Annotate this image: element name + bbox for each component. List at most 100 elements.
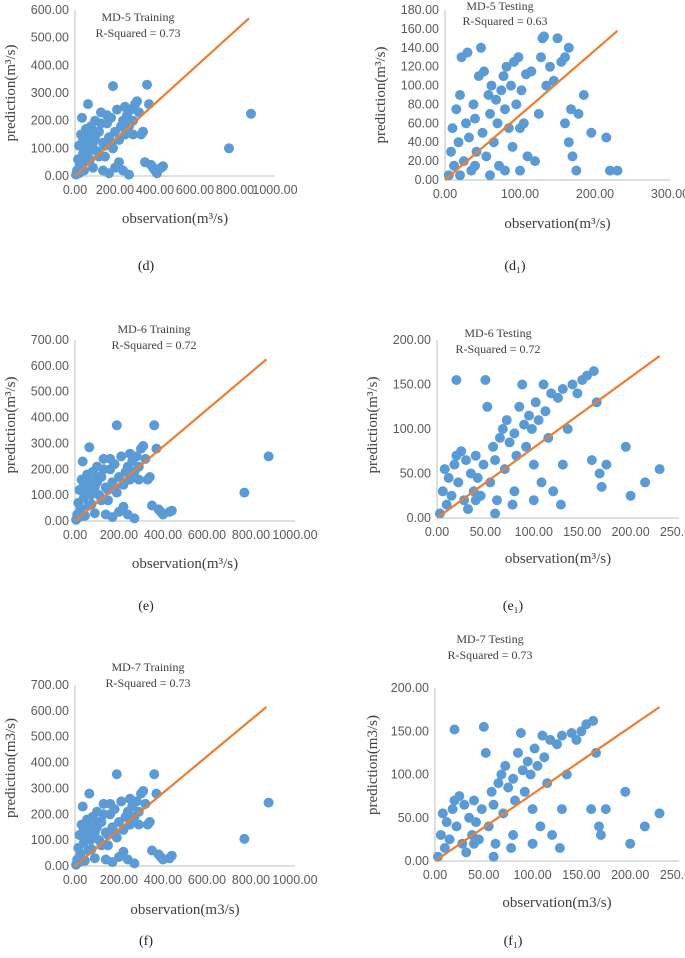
x-tick-label: 400.00 xyxy=(144,528,182,542)
x-tick-label: 1000.00 xyxy=(272,873,317,887)
chart-title: MD-7 Training xyxy=(111,660,184,674)
data-point xyxy=(239,833,250,844)
data-point xyxy=(118,846,129,857)
data-point xyxy=(526,66,537,77)
y-axis-label: prediction(m³/s) xyxy=(373,47,389,144)
data-point xyxy=(483,90,494,100)
data-point xyxy=(446,146,456,157)
data-point xyxy=(527,804,538,815)
data-point xyxy=(89,853,100,864)
data-point xyxy=(480,747,491,758)
data-point xyxy=(488,851,499,862)
data-point xyxy=(571,165,582,176)
data-point xyxy=(451,821,462,832)
x-axis-label: observation(m³/s) xyxy=(122,211,228,227)
chart-panel-e1: 0.00 50.00 100.00 150.00 200.00 0.00 50.00 100.… xyxy=(365,326,685,614)
y-tick-label: 200.00 xyxy=(391,681,429,695)
data-point xyxy=(129,513,140,524)
data-point xyxy=(517,765,528,776)
data-point xyxy=(485,170,495,181)
data-point xyxy=(453,477,464,488)
data-point xyxy=(158,161,168,172)
chart-title: MD-7 Testing xyxy=(456,632,523,646)
y-tick-label: 400.00 xyxy=(31,411,69,425)
data-point xyxy=(529,743,540,754)
fit-line xyxy=(74,706,268,867)
chart-subtitle: R-Squared = 0.73 xyxy=(105,676,190,690)
x-tick-label: 0.00 xyxy=(63,873,87,887)
data-point xyxy=(453,137,464,148)
data-point xyxy=(439,464,450,475)
x-tick-label: 100.00 xyxy=(501,187,539,201)
data-point xyxy=(461,455,471,466)
x-tick-label: 200.00 xyxy=(96,183,134,197)
panel-caption: (e₁) xyxy=(503,599,524,614)
data-point xyxy=(503,782,514,793)
data-point xyxy=(447,123,458,134)
y-axis-label: prediction(m³/s) xyxy=(3,45,19,142)
data-point xyxy=(166,850,177,861)
x-tick-label: 300.00 xyxy=(651,187,685,201)
data-point xyxy=(596,481,607,492)
chart-panel-d1: 0.00 20.00 40.00 60.00 80.00 100.00 120.00 140.… xyxy=(373,0,685,274)
data-point xyxy=(488,441,499,452)
x-tick-label: 250.00 xyxy=(660,525,685,539)
data-point xyxy=(563,42,574,53)
data-point xyxy=(566,104,576,115)
data-point xyxy=(90,132,100,143)
x-tick-label: 1000.00 xyxy=(252,183,297,197)
data-point xyxy=(640,477,651,488)
data-point xyxy=(588,715,599,726)
data-point xyxy=(463,504,473,515)
data-point xyxy=(485,108,495,119)
data-point xyxy=(470,495,481,506)
data-point xyxy=(535,821,546,832)
data-point xyxy=(140,453,151,464)
data-point xyxy=(533,415,544,426)
data-point xyxy=(497,424,508,434)
y-tick-label: 600.00 xyxy=(31,704,69,718)
data-point xyxy=(500,104,510,115)
data-point xyxy=(625,490,636,501)
y-tick-label: 700.00 xyxy=(31,678,69,692)
data-point xyxy=(545,61,555,72)
data-point xyxy=(432,851,443,862)
y-tick-label: 200.00 xyxy=(393,333,431,347)
data-point xyxy=(451,375,462,385)
x-tick-label: 800.00 xyxy=(232,528,270,542)
panel-caption: (f₁) xyxy=(504,934,523,949)
data-point xyxy=(77,456,88,467)
data-point xyxy=(83,99,93,110)
data-point xyxy=(501,415,512,426)
data-point xyxy=(472,472,483,483)
y-axis-label: prediction(m³/s) xyxy=(3,377,19,474)
data-point xyxy=(654,464,665,475)
y-tick-label: 200.00 xyxy=(31,462,69,476)
data-point xyxy=(491,94,501,105)
x-tick-label: 200.00 xyxy=(611,525,649,539)
data-point xyxy=(493,778,504,789)
data-point xyxy=(239,487,250,498)
data-point xyxy=(513,52,524,63)
data-point xyxy=(600,804,611,815)
data-point xyxy=(595,830,606,840)
data-point xyxy=(552,33,563,44)
data-point xyxy=(620,786,631,797)
data-point xyxy=(504,437,515,448)
y-tick-label: 100.00 xyxy=(31,833,69,847)
data-point xyxy=(462,47,473,58)
data-point xyxy=(461,118,471,129)
data-point xyxy=(125,448,135,459)
data-point xyxy=(554,843,565,853)
data-point xyxy=(482,401,493,412)
data-point xyxy=(516,85,527,96)
data-point xyxy=(166,505,177,516)
data-point xyxy=(508,830,519,840)
x-tick-label: 200.00 xyxy=(611,868,649,882)
chart-subtitle: R-Squared = 0.72 xyxy=(111,338,196,352)
y-tick-label: 0.00 xyxy=(415,173,439,187)
panel-caption: (e) xyxy=(138,599,154,614)
data-point xyxy=(601,132,612,143)
data-point xyxy=(476,804,487,815)
